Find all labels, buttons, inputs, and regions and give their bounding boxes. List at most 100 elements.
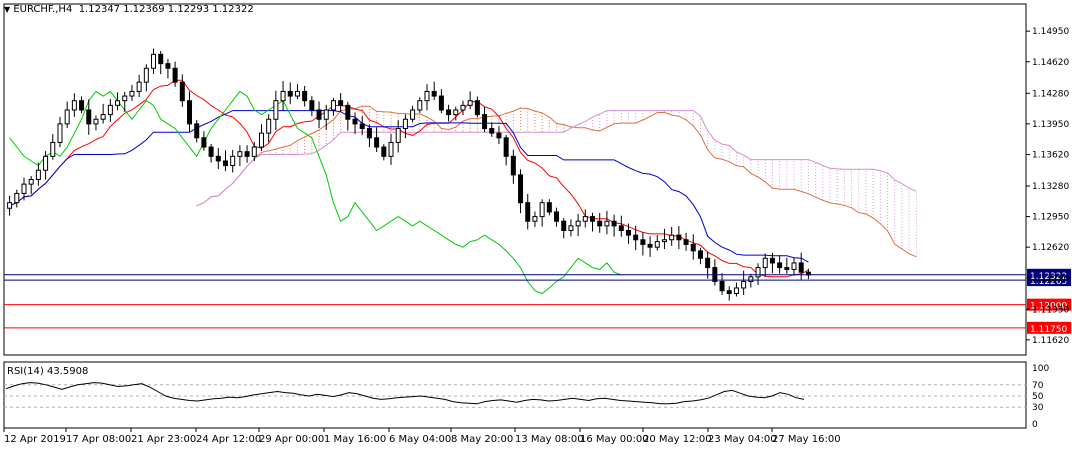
candle-body <box>726 290 732 295</box>
time-tick-label: 12 Apr 2019 <box>4 434 66 445</box>
rsi-tick-label: 70 <box>1032 381 1044 391</box>
candle-body <box>410 109 416 120</box>
candle-body <box>215 155 221 162</box>
candle-body <box>172 67 178 83</box>
candle-body <box>633 234 639 241</box>
candle-body <box>733 287 739 295</box>
candle-body <box>661 239 667 243</box>
tenkan-sen-line <box>9 79 809 278</box>
level-tag-label: 1.11750 <box>1030 325 1067 335</box>
candle-body <box>690 243 696 252</box>
candle-body <box>741 280 747 289</box>
candle-body <box>273 100 279 120</box>
candle-body <box>50 141 56 157</box>
candle-body <box>374 137 380 148</box>
candle-body <box>546 202 552 213</box>
candle-body <box>129 90 135 97</box>
rsi-title: RSI(14) 43.5908 <box>7 366 89 377</box>
candle-body <box>158 53 164 65</box>
candle-body <box>244 151 250 157</box>
rsi-line <box>5 382 805 405</box>
candle-body <box>388 141 394 157</box>
level-tag <box>1027 321 1071 334</box>
candle-body <box>489 128 495 134</box>
price-tick-label: 1.11620 <box>1032 336 1069 346</box>
level-tag <box>1027 298 1071 311</box>
chart-title: ▼ EURCHF.,H4 1.12347 1.12369 1.12293 1.1… <box>4 4 254 15</box>
time-axis: 12 Apr 2019 17 Apr 08:00 21 Apr 23:00 24 Ap… <box>3 428 841 445</box>
ohlc-low: 1.12293 <box>167 4 210 15</box>
kijun-sen-line <box>9 110 809 263</box>
candle-body <box>151 53 157 69</box>
time-tick-label: 21 Apr 23:00 <box>131 434 196 445</box>
candle-body <box>208 146 214 157</box>
candle-body <box>417 100 423 111</box>
candle-body <box>431 90 437 97</box>
candle-body <box>755 267 761 278</box>
candle-body <box>230 155 236 167</box>
candle-body <box>748 276 754 282</box>
candle-body <box>143 67 149 83</box>
candle-body <box>625 229 631 236</box>
candle-body <box>669 234 675 241</box>
candle-body <box>640 239 646 245</box>
chart-frame <box>3 3 1027 429</box>
time-tick-label: 17 Apr 08:00 <box>66 434 131 445</box>
candle-body <box>460 104 466 111</box>
rsi-tick-label: 30 <box>1032 403 1044 413</box>
candle-body <box>115 100 121 106</box>
main-panel-border <box>3 3 1027 356</box>
candle-body <box>784 267 790 270</box>
rsi-tick-label: 0 <box>1032 420 1038 430</box>
candle-body <box>222 160 228 167</box>
rsi-tick-label: 100 <box>1032 364 1049 374</box>
time-tick-label: 27 May 16:00 <box>772 434 841 445</box>
candle-body <box>35 169 41 181</box>
candle-body <box>294 90 300 97</box>
collapse-triangle-icon[interactable]: ▼ <box>4 5 11 14</box>
candle-body <box>366 128 372 139</box>
horizontal-levels: 1.12265 1.12000 1.11750 1.12322 <box>4 268 1071 335</box>
time-tick-label: 24 Apr 12:00 <box>196 434 261 445</box>
ohlc-close: 1.12322 <box>212 4 254 15</box>
time-tick-label: 16 May 00:00 <box>580 434 649 445</box>
candle-body <box>604 220 610 227</box>
candle-body <box>316 109 322 120</box>
candle-body <box>597 220 603 227</box>
candle-body <box>330 100 336 111</box>
candle-body <box>438 95 444 111</box>
candle-body <box>136 81 142 92</box>
senkou-span-b-line <box>196 110 917 207</box>
level-tag-label: 1.12000 <box>1030 302 1067 312</box>
candle-body <box>57 123 63 143</box>
candle-body <box>122 95 128 102</box>
candle-body <box>302 90 308 102</box>
candle-body <box>719 280 725 292</box>
candle-body <box>618 225 624 231</box>
candle-body <box>518 174 524 204</box>
price-axis: 1.14950 1.14620 1.14280 1.13950 1.13620 1.132… <box>1026 27 1069 346</box>
candle-body <box>359 123 365 130</box>
candle-body <box>381 146 387 157</box>
level-tag-label: 1.12265 <box>1030 277 1067 287</box>
candle-body <box>525 202 531 222</box>
ohlc-open: 1.12347 <box>78 4 121 15</box>
rsi-tick-label: 50 <box>1032 392 1044 402</box>
symbol-title: EURCHF.,H4 <box>13 4 73 15</box>
candle-body <box>352 118 358 125</box>
candle-body <box>395 128 401 143</box>
time-tick-label: 6 May 04:00 <box>389 434 451 445</box>
candle-body <box>683 239 689 245</box>
candle-body <box>482 114 488 130</box>
candle-body <box>93 118 99 125</box>
candle-body <box>86 109 92 125</box>
candle-body <box>791 262 797 270</box>
candle-body <box>280 90 286 102</box>
candle-body <box>654 241 660 248</box>
candle-body <box>28 179 34 185</box>
candle-body <box>165 63 171 69</box>
price-tick-label: 1.13620 <box>1032 150 1069 160</box>
candle-body <box>769 257 775 264</box>
candle-body <box>510 155 516 176</box>
